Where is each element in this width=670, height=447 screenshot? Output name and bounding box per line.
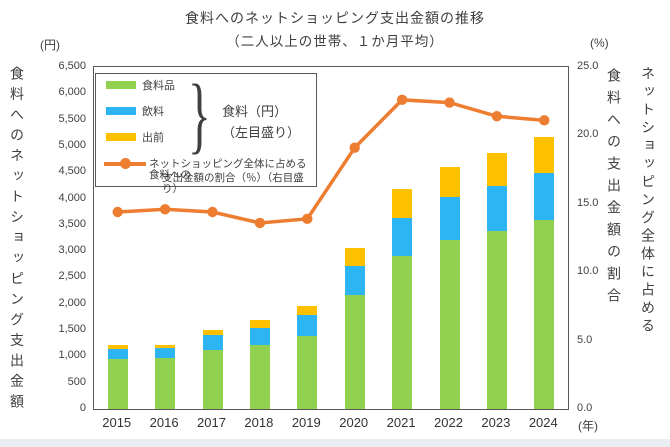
bar-segment-food-2016 xyxy=(155,357,176,409)
left-axis-unit: (円) xyxy=(40,38,60,52)
bar-segment-food-2015 xyxy=(107,358,128,409)
bar-segment-beverage-2019 xyxy=(297,315,318,336)
legend-label-delivery: 出前 xyxy=(142,132,164,144)
left-tick: 500 xyxy=(67,375,86,388)
right-tick: 25.0 xyxy=(577,60,599,72)
right-tick: 0.0 xyxy=(577,402,593,414)
bar-segment-beverage-2020 xyxy=(344,266,365,296)
x-label-2017: 2017 xyxy=(197,415,226,430)
chart-title: 食料へのネットショッピング支出金額の推移 xyxy=(185,10,485,26)
ratio-line-layer xyxy=(112,94,550,229)
legend-label-beverage: 飲料 xyxy=(142,106,164,118)
right-axis-title-outer: ネットショッピング全体に占める xyxy=(640,66,656,336)
bar-segment-delivery-2022 xyxy=(439,166,460,197)
bar-segment-food-2020 xyxy=(344,295,365,409)
bar-segment-delivery-2015 xyxy=(107,344,128,349)
legend-box: 食料品 飲料 出前 } 食料（円） （左目盛り） ネットショッピング全体に占める… xyxy=(95,66,317,194)
ratio-line-marker-2022 xyxy=(444,97,455,108)
right-tick: 10.0 xyxy=(577,265,599,278)
ratio-line-marker-2023 xyxy=(491,111,503,122)
ratio-line-marker-2018 xyxy=(254,217,266,229)
right-tick: 5.0 xyxy=(577,333,593,346)
legend-label-food: 食料品 xyxy=(142,80,175,92)
legend-line-label-2: 支出金額の割合（％）（右目盛り） xyxy=(162,172,304,195)
right-tick: 20.0 xyxy=(577,128,599,141)
legend-bracket-label-1: 食料（円） xyxy=(222,104,288,119)
ratio-line-marker-2019 xyxy=(302,213,313,225)
bar-segment-delivery-2024 xyxy=(534,137,555,173)
legend-bracket-label-2: （左目盛り） xyxy=(222,125,301,140)
bar-segment-delivery-2019 xyxy=(297,306,318,316)
page-bottom-strip xyxy=(0,439,670,447)
legend-swatch-food xyxy=(106,81,136,89)
x-label-2018: 2018 xyxy=(244,415,274,430)
left-tick: 4,500 xyxy=(58,165,86,178)
bar-segment-food-2024 xyxy=(534,219,555,409)
left-tick: 3,500 xyxy=(58,217,86,230)
x-label-2024: 2024 xyxy=(528,415,558,430)
ratio-line-marker-2016 xyxy=(159,204,171,215)
legend-line-marker xyxy=(120,158,131,169)
bar-segment-delivery-2016 xyxy=(155,344,176,348)
bar-segment-beverage-2018 xyxy=(249,327,270,345)
legend-swatch-delivery xyxy=(106,133,136,141)
x-label-2016: 2016 xyxy=(149,415,179,430)
bar-segment-delivery-2020 xyxy=(344,248,365,267)
ratio-line xyxy=(117,98,545,225)
left-tick: 4,000 xyxy=(58,191,86,204)
ratio-line-marker-2024 xyxy=(539,115,550,126)
x-axis-unit: (年) xyxy=(578,419,598,433)
ratio-line-marker-2017 xyxy=(207,206,218,218)
ratio-line-marker-2021 xyxy=(396,94,408,106)
x-label-2015: 2015 xyxy=(102,415,132,430)
bar-segment-food-2018 xyxy=(249,344,270,409)
left-axis-title: 食料へのネットショッピング支出金額 xyxy=(9,66,25,415)
bar-segment-delivery-2021 xyxy=(392,188,413,218)
right-axis-title-inner: 食料への支出金額の割合 xyxy=(606,68,622,310)
left-tick: 6,500 xyxy=(58,60,86,72)
left-tick: 1,000 xyxy=(58,349,86,362)
ratio-line-marker-2015 xyxy=(112,206,123,218)
bar-segment-beverage-2015 xyxy=(107,348,128,359)
bar-segment-food-2023 xyxy=(486,230,507,409)
x-label-2023: 2023 xyxy=(481,415,511,430)
bar-segment-delivery-2018 xyxy=(249,319,270,328)
legend-brace: } xyxy=(188,66,211,162)
left-tick: 2,500 xyxy=(58,270,86,283)
x-label-2020: 2020 xyxy=(339,415,369,430)
bar-segment-beverage-2024 xyxy=(534,172,555,220)
legend-line-label-1: ネットショッピング全体に占める食料への xyxy=(149,158,307,181)
bar-segment-beverage-2022 xyxy=(439,196,460,241)
legend-swatch-beverage xyxy=(106,107,136,115)
bar-segment-beverage-2016 xyxy=(155,347,176,358)
bar-segment-food-2019 xyxy=(297,335,318,409)
bar-segment-beverage-2017 xyxy=(202,334,223,350)
x-label-2021: 2021 xyxy=(386,415,416,430)
left-tick: 1,500 xyxy=(58,323,86,336)
x-label-2022: 2022 xyxy=(434,415,463,430)
x-label-2019: 2019 xyxy=(291,415,321,430)
bar-segment-beverage-2021 xyxy=(392,217,413,257)
bar-segment-food-2022 xyxy=(439,240,460,409)
bar-segment-food-2021 xyxy=(392,256,413,409)
ratio-line-marker-2020 xyxy=(349,142,360,153)
left-tick: 6,000 xyxy=(58,86,86,99)
left-tick: 0 xyxy=(79,402,86,414)
left-tick: 2,000 xyxy=(58,296,86,309)
bar-segment-delivery-2017 xyxy=(202,329,223,335)
right-tick: 15.0 xyxy=(577,196,599,209)
left-tick: 3,000 xyxy=(58,244,86,257)
left-tick: 5,500 xyxy=(58,112,86,125)
bar-segment-food-2017 xyxy=(202,349,223,409)
bar-segment-delivery-2023 xyxy=(486,152,507,186)
right-axis-unit: (%) xyxy=(590,36,609,50)
chart-subtitle: （二人以上の世帯、１か月平均） xyxy=(226,34,444,49)
bar-segment-beverage-2023 xyxy=(486,185,507,231)
left-tick: 5,000 xyxy=(58,138,86,151)
